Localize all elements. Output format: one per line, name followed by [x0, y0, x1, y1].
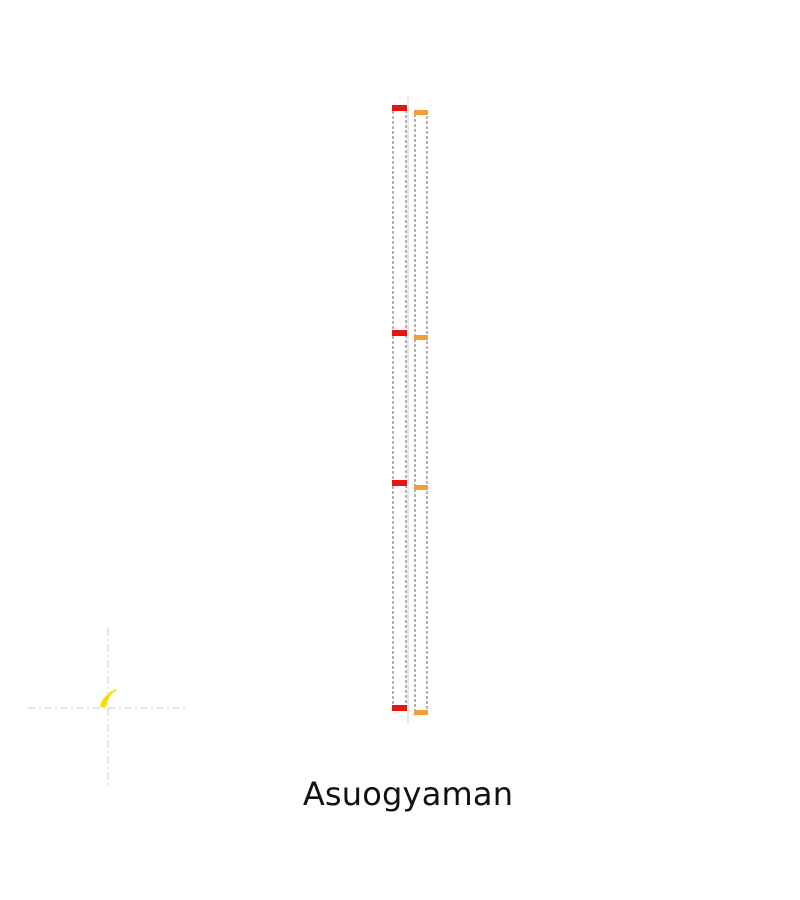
column-pair: [392, 97, 428, 724]
left-column-marker: [392, 480, 407, 486]
inset-locator: [28, 628, 188, 788]
left-column-outline: [392, 107, 407, 709]
right-column: [414, 110, 428, 715]
right-column-marker: [414, 110, 428, 115]
right-column-marker: [414, 485, 428, 490]
crescent-marker-icon: [100, 691, 114, 707]
left-column-marker: [392, 330, 407, 336]
left-column-marker: [392, 705, 407, 711]
right-column-marker: [414, 710, 428, 715]
right-column-outline: [414, 112, 428, 714]
left-column: [392, 105, 407, 711]
left-column-marker: [392, 105, 407, 111]
right-column-marker: [414, 335, 428, 340]
diagram-caption: Asuogyaman: [302, 775, 514, 813]
crescent-marker-edge: [109, 689, 117, 694]
